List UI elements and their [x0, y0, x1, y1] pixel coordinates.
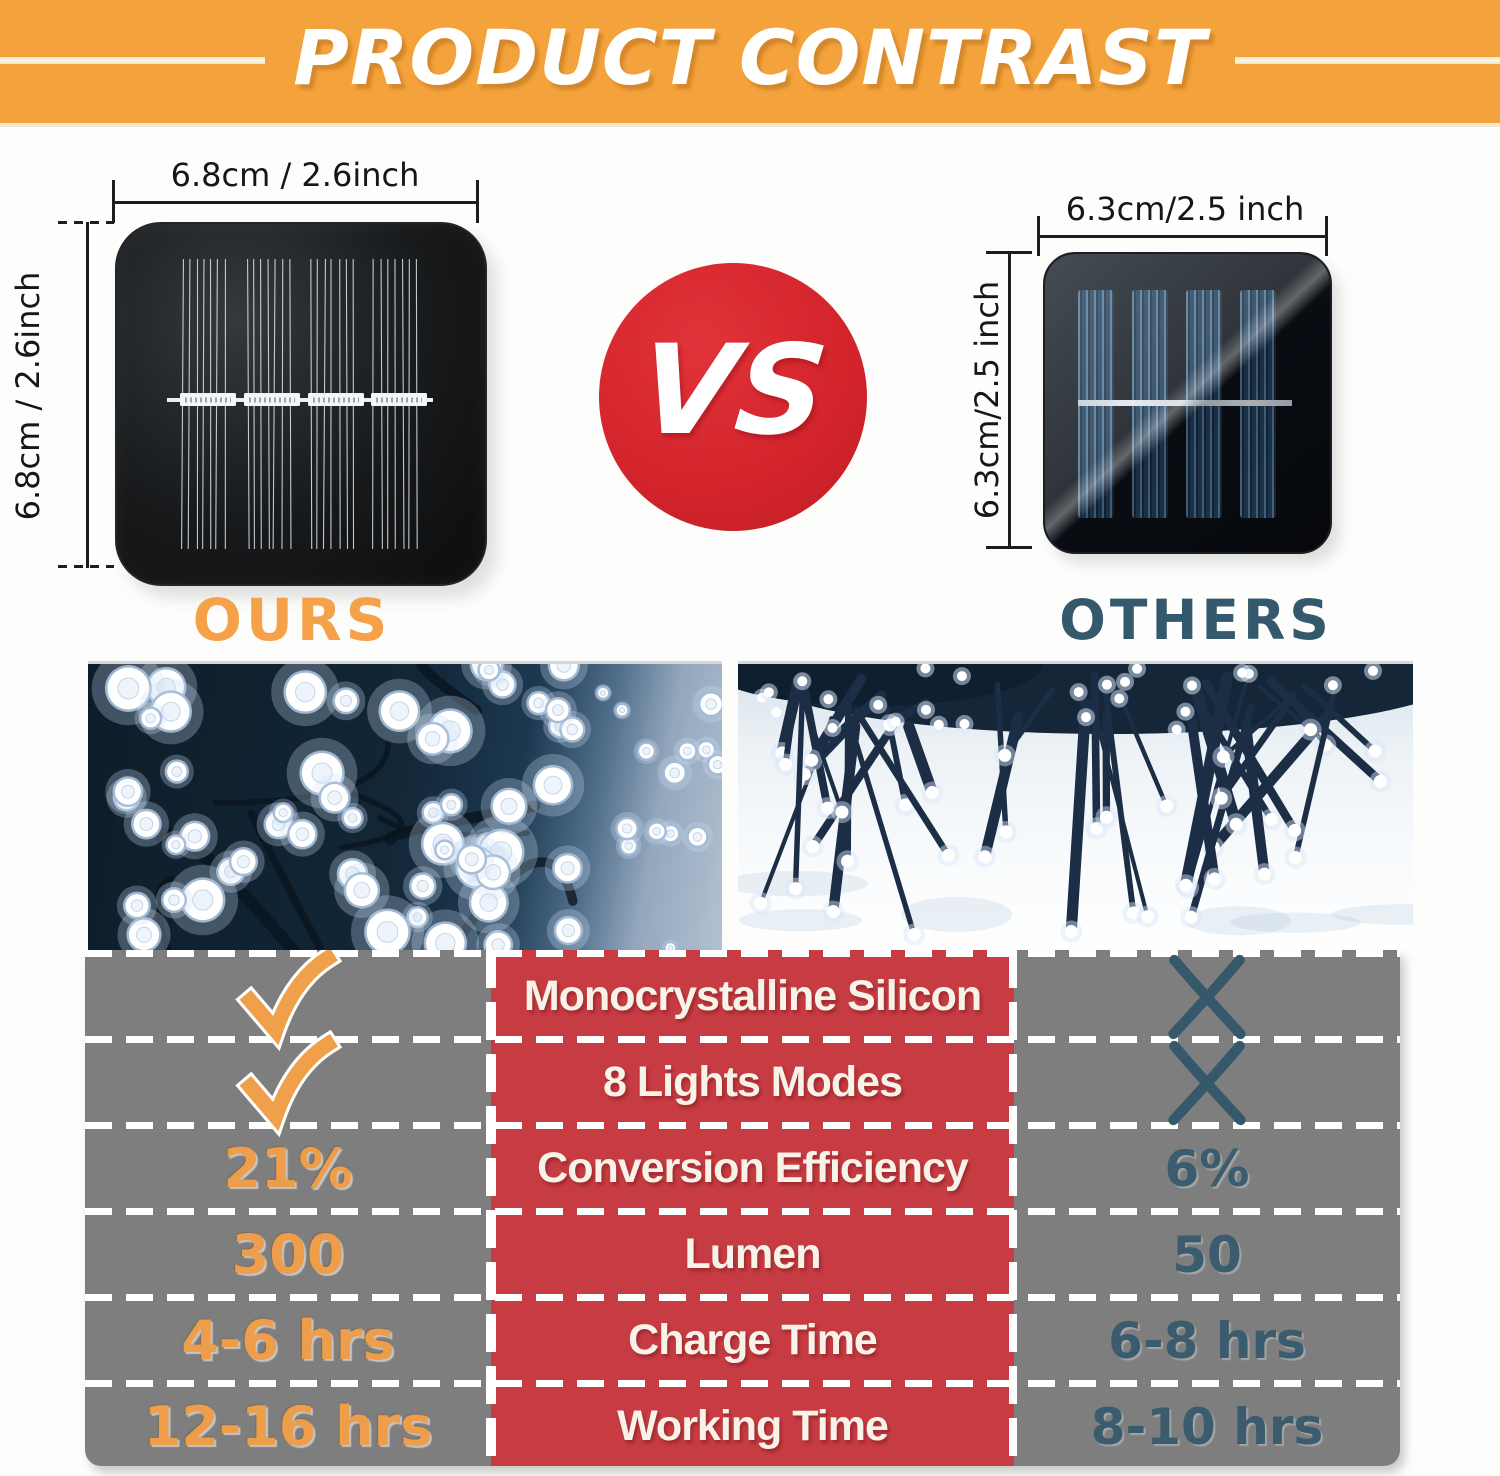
feature-label: Working Time — [617, 1402, 889, 1450]
row-divider — [85, 1380, 1400, 1387]
row-divider — [85, 1294, 1400, 1301]
others-width-label: 6.3cm/2.5 inch — [1065, 190, 1305, 228]
others-value: 6-8 hrs — [1108, 1311, 1306, 1370]
page-title: PRODUCT CONTRAST — [265, 0, 1235, 116]
feature-label: Lumen — [684, 1230, 822, 1278]
cross-icon — [1168, 954, 1246, 1039]
string-lights-closeup — [91, 664, 722, 953]
busbar — [1078, 400, 1292, 406]
others-value: 6% — [1164, 1139, 1250, 1198]
dimension-tick — [1325, 216, 1328, 256]
ours-value: 300 — [231, 1223, 345, 1286]
comparison-table: 21% 300 4-6 hrs 12-16 hrs Monocrystallin… — [85, 950, 1400, 1466]
table-shadow — [85, 950, 1400, 1466]
feature-label: Charge Time — [628, 1316, 878, 1364]
ours-check-cell — [85, 1029, 491, 1137]
row-divider — [85, 1036, 1400, 1043]
check-icon — [235, 950, 343, 1051]
others-cross-cell — [1014, 1040, 1400, 1125]
dimension-line — [1038, 235, 1328, 238]
ours-lights-photo — [88, 661, 722, 953]
vs-badge: VS — [599, 263, 867, 531]
dimension-tick — [1037, 216, 1040, 256]
dimension-tick — [476, 180, 479, 223]
ours-label: OURS — [192, 586, 392, 654]
ours-check-cell — [85, 950, 491, 1051]
cross-icon — [1168, 1040, 1246, 1125]
dimension-line — [86, 222, 89, 568]
ours-value: 4-6 hrs — [181, 1309, 395, 1372]
others-value: 8-10 hrs — [1090, 1397, 1324, 1456]
ours-solar-panel — [115, 222, 487, 586]
feature-label: Conversion Efficiency — [537, 1144, 969, 1192]
others-cross-cell — [1014, 954, 1400, 1039]
header-banner: PRODUCT CONTRAST — [0, 0, 1500, 127]
others-value: 50 — [1172, 1225, 1242, 1284]
ours-width-label: 6.8cm / 2.6inch — [170, 156, 420, 194]
row-divider — [85, 1208, 1400, 1215]
string-lights-bundle — [738, 664, 1413, 946]
dimension-line — [1008, 252, 1011, 548]
dimension-line — [113, 201, 479, 204]
others-label: OTHERS — [1059, 588, 1333, 652]
ours-value: 21% — [223, 1137, 353, 1200]
solar-cell-grid — [167, 258, 433, 550]
row-divider — [85, 1122, 1400, 1129]
others-height-label: 6.3cm/2.5 inch — [968, 280, 1006, 520]
ours-height-label: 6.8cm / 2.6inch — [9, 271, 47, 521]
glare-overlay — [1045, 254, 1330, 552]
dimension-tick — [112, 180, 115, 223]
vs-label: VS — [633, 319, 834, 463]
feature-label: 8 Lights Modes — [603, 1058, 903, 1106]
feature-label: Monocrystalline Silicon — [523, 972, 982, 1020]
row-divider — [85, 950, 1400, 957]
ours-value: 12-16 hrs — [143, 1395, 433, 1458]
check-icon — [235, 1029, 343, 1137]
others-solar-panel — [1043, 252, 1332, 554]
others-lights-photo — [738, 661, 1413, 953]
